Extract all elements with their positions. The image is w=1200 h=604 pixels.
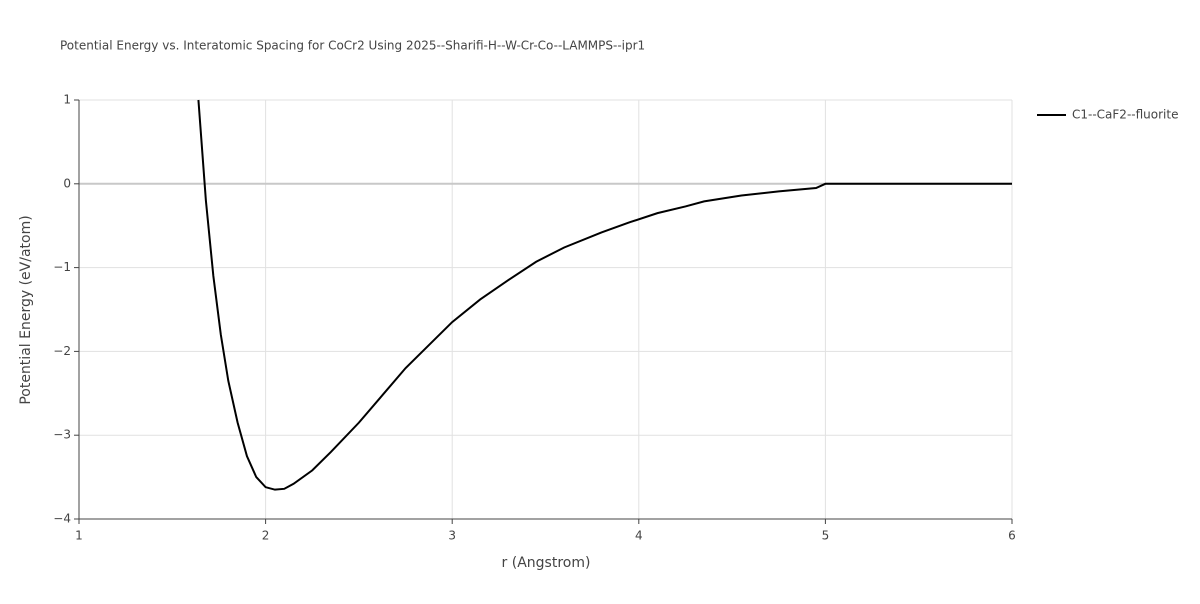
y-tick-label: −3	[53, 428, 71, 442]
y-tick-label: −4	[53, 512, 71, 526]
y-tick-label: −2	[53, 344, 71, 358]
y-axis-label: Potential Energy (eV/atom)	[18, 215, 34, 404]
legend-label: C1--CaF2--fluorite	[1072, 108, 1178, 122]
x-tick-label: 4	[635, 529, 643, 543]
x-tick-label: 6	[1008, 529, 1016, 543]
y-tick-label: 0	[63, 176, 71, 190]
chart-title: Potential Energy vs. Interatomic Spacing…	[60, 39, 645, 53]
line-series	[197, 99, 1012, 491]
x-axis-label: r (Angstrom)	[502, 555, 591, 571]
x-tick-label: 2	[262, 529, 270, 543]
x-tick-label: 3	[448, 529, 456, 543]
y-tick-label: −1	[53, 260, 71, 274]
x-tick-label: 1	[75, 529, 83, 543]
y-tick-label: 1	[63, 93, 71, 107]
x-tick-label: 5	[822, 529, 830, 543]
